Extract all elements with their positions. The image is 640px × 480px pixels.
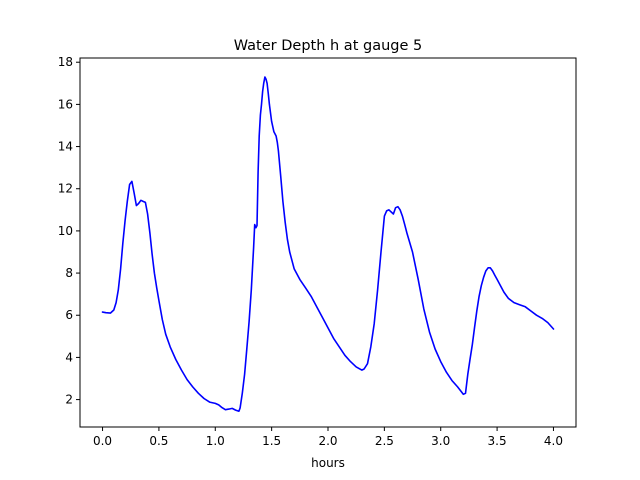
y-axis-ticks: 2 4 6 8 10 12 14 16 18: [58, 55, 80, 407]
y-tick-label: 6: [65, 308, 73, 322]
x-tick-label: 0.0: [93, 434, 112, 448]
plot-area-frame: [79, 57, 577, 428]
y-tick-label: 10: [58, 224, 73, 238]
series-line: [101, 76, 555, 413]
y-tick-label: 18: [58, 55, 73, 69]
x-axis-ticks: 0.0 0.5 1.0 1.5 2.0 2.5 3.0 3.5 4.0: [93, 427, 563, 448]
y-tick-label: 12: [58, 182, 73, 196]
x-axis-label: hours: [311, 456, 345, 470]
y-tick-label: 14: [58, 140, 73, 154]
x-tick-label: 1.5: [262, 434, 281, 448]
y-tick-label: 8: [65, 266, 73, 280]
x-tick-label: 2.0: [318, 434, 337, 448]
x-tick-label: 4.0: [544, 434, 563, 448]
chart-title: Water Depth h at gauge 5: [234, 38, 422, 54]
x-tick-label: 1.0: [206, 434, 225, 448]
x-tick-label: 0.5: [149, 434, 168, 448]
x-tick-label: 3.5: [488, 434, 507, 448]
y-tick-label: 16: [58, 97, 73, 111]
x-tick-label: 3.0: [431, 434, 450, 448]
y-tick-label: 4: [65, 350, 73, 364]
series-layer: [101, 76, 555, 413]
y-tick-label: 2: [65, 393, 73, 407]
x-tick-label: 2.5: [375, 434, 394, 448]
